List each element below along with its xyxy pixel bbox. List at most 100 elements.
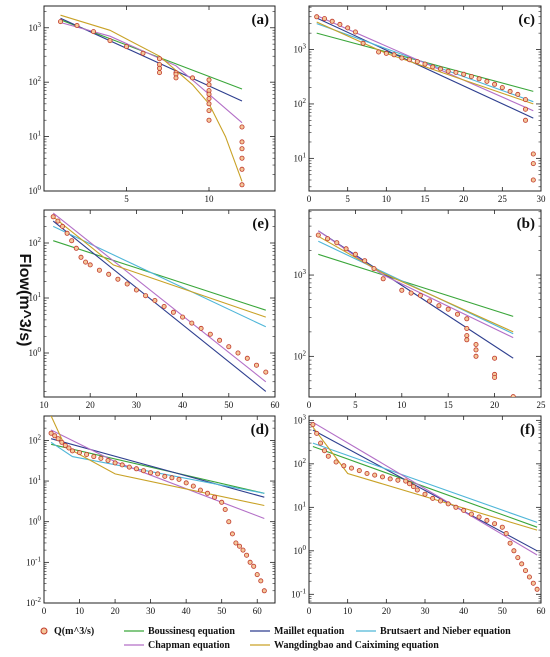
observed-point: [226, 519, 232, 525]
tick-label: 60: [253, 606, 263, 616]
fit-line-wang: [60, 14, 243, 182]
tick-label: 15: [421, 194, 431, 204]
observed-point: [454, 311, 460, 317]
tick-label: 50: [224, 400, 234, 410]
observed-point: [399, 287, 405, 293]
observed-point: [391, 52, 397, 58]
observed-point: [258, 578, 264, 584]
tick-label: 5: [124, 194, 129, 204]
observed-point: [325, 236, 331, 242]
tick-label: 102: [294, 349, 307, 361]
observed-point: [461, 507, 467, 513]
plot-frame: [308, 415, 542, 604]
panel-label: (b): [517, 216, 535, 232]
fit-line-wang: [52, 216, 266, 318]
tick-label: 25: [537, 400, 547, 410]
observed-point: [492, 81, 498, 87]
observed-point: [468, 74, 474, 80]
observed-point: [417, 292, 423, 298]
legend-item-boussinesq: Boussinesq equation: [124, 626, 235, 637]
legend-item-q: Q(m^3/s): [40, 626, 94, 637]
tick-label: 100: [29, 184, 42, 196]
legend-label: Wangdingbao and Caiximing equation: [274, 640, 439, 651]
fit-line-maillet: [52, 220, 267, 392]
observed-point: [62, 442, 68, 448]
tick-label: 101: [29, 130, 42, 142]
observed-point: [329, 18, 335, 24]
legend-item-chapman: Chapman equation: [124, 640, 230, 651]
observed-point: [204, 490, 210, 496]
tick-label: 10-2: [26, 596, 41, 608]
observed-point: [206, 77, 212, 83]
tick-label: 101: [29, 474, 42, 486]
observed-point: [263, 369, 269, 375]
observed-point: [362, 258, 368, 264]
observed-point: [360, 40, 366, 46]
fit-line-chapman: [312, 421, 538, 556]
tick-label: 0: [307, 606, 312, 616]
chart-panel: 0 5 10 15 20 25 30 101 102 103 (c): [294, 5, 546, 204]
tick-label: 40: [182, 606, 192, 616]
observed-point: [261, 588, 267, 594]
observed-point: [523, 106, 529, 112]
fit-line-boussinesq: [53, 240, 266, 311]
observed-point: [406, 57, 412, 63]
observed-point: [87, 262, 93, 268]
observed-point: [222, 506, 228, 512]
tick-label: 103: [294, 413, 307, 425]
observed-point: [161, 303, 167, 309]
observed-point: [399, 55, 405, 61]
observed-point: [247, 559, 253, 565]
observed-point: [96, 267, 102, 273]
observed-point: [526, 574, 532, 580]
observed-point: [515, 555, 521, 561]
observed-point: [422, 491, 428, 497]
observed-point: [183, 480, 189, 486]
observed-point: [468, 511, 474, 517]
observed-point: [473, 341, 479, 347]
observed-point: [356, 468, 362, 474]
fit-line-boussinesq: [50, 443, 265, 494]
legend: Q(m^3/s) Boussinesq equation Maillet equat…: [40, 626, 511, 651]
observed-point: [430, 495, 436, 501]
observed-point: [69, 238, 75, 244]
observed-point: [343, 246, 349, 252]
observed-point: [219, 499, 225, 505]
observed-point: [511, 401, 515, 405]
observed-point: [464, 333, 470, 339]
chart-panel: 0 10 20 30 40 50 60 10-2 10-1 100 101 102 (d): [26, 415, 276, 616]
observed-point: [510, 394, 516, 397]
tick-label: 103: [294, 43, 307, 55]
tick-label: 30: [421, 606, 431, 616]
y-axis-label: Flow(m^3/s): [16, 254, 33, 347]
observed-point: [229, 531, 235, 537]
tick-label: 20: [459, 194, 469, 204]
observed-point: [124, 44, 130, 50]
observed-point: [476, 514, 482, 520]
observed-point: [124, 281, 130, 287]
observed-point: [206, 117, 212, 123]
tick-label: 0: [42, 606, 47, 616]
legend-item-maillet: Maillet equation: [250, 626, 345, 637]
tick-label: 10: [382, 194, 392, 204]
observed-point: [236, 543, 242, 549]
tick-label: 10-1: [26, 555, 41, 567]
observed-point: [84, 451, 90, 457]
observed-point: [333, 459, 339, 465]
observed-point: [530, 177, 536, 183]
observed-point: [371, 266, 377, 272]
observed-point: [530, 151, 536, 157]
panel-label: (f): [520, 422, 535, 438]
observed-point: [427, 298, 433, 304]
observed-point: [143, 293, 149, 299]
observed-point: [430, 64, 436, 70]
tick-label: 102: [294, 457, 307, 469]
observed-point: [387, 476, 393, 482]
fit-line-boussinesq: [318, 253, 514, 317]
observed-point: [507, 540, 513, 546]
tick-label: 100: [29, 346, 42, 358]
observed-point: [492, 355, 498, 361]
plot-frame: [43, 5, 276, 192]
observed-point: [408, 290, 414, 296]
observed-point: [511, 548, 517, 554]
